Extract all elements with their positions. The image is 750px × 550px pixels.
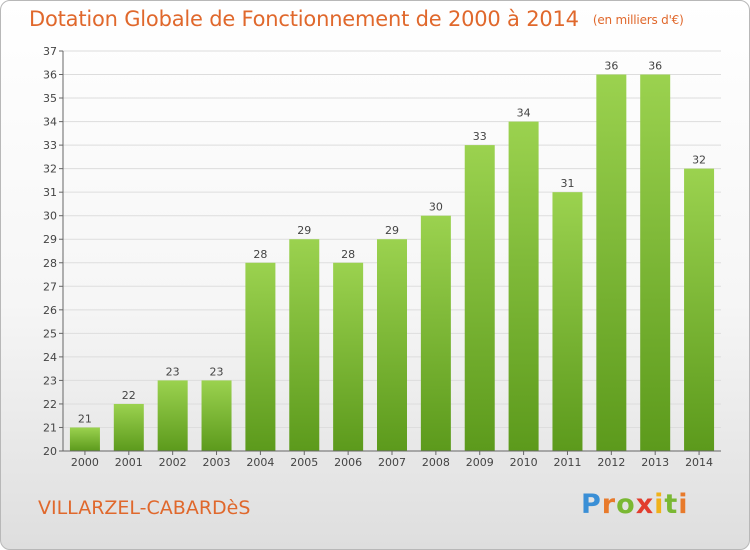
logo-letter: P	[581, 489, 602, 520]
x-tick-label-2002: 2002	[159, 456, 187, 469]
x-tick-label-2009: 2009	[466, 456, 494, 469]
logo-letter: r	[601, 489, 617, 520]
bar-2003	[201, 380, 232, 451]
y-tick-label: 22	[43, 398, 57, 411]
y-tick-label: 21	[43, 421, 57, 434]
x-tick-label-2000: 2000	[71, 456, 99, 469]
x-tick-label-2007: 2007	[378, 456, 406, 469]
data-label-2014: 32	[692, 154, 706, 167]
y-tick-label: 20	[43, 445, 57, 458]
y-tick-label: 33	[43, 139, 57, 152]
data-label-2008: 30	[429, 201, 443, 214]
y-tick-label: 28	[43, 257, 57, 270]
data-label-2007: 29	[385, 224, 399, 237]
bar-2004	[245, 262, 276, 451]
y-tick-label: 35	[43, 92, 57, 105]
x-tick-label-2008: 2008	[422, 456, 450, 469]
data-label-2011: 31	[560, 177, 574, 190]
city-name: VILLARZEL-CABARDèS	[38, 497, 251, 519]
x-tick-label-2006: 2006	[334, 456, 362, 469]
bar-2011	[552, 192, 583, 452]
logo-letter: i	[654, 489, 665, 520]
x-tick-label-2001: 2001	[115, 456, 143, 469]
bar-2000	[69, 427, 100, 451]
y-tick-label: 34	[43, 116, 57, 129]
x-tick-label-2011: 2011	[553, 456, 581, 469]
data-label-2009: 33	[473, 130, 487, 143]
logo-letter: i	[678, 489, 689, 520]
bar-2014	[684, 168, 715, 451]
bar-2001	[113, 403, 144, 451]
x-tick-label-2010: 2010	[510, 456, 538, 469]
chart-title: Dotation Globale de Fonctionnement de 20…	[29, 7, 684, 31]
proxiti-logo: Proxiti	[581, 489, 689, 520]
y-tick-label: 29	[43, 233, 57, 246]
data-label-2005: 29	[297, 224, 311, 237]
y-tick-label: 32	[43, 163, 57, 176]
logo-letter: x	[635, 489, 655, 520]
data-label-2000: 21	[78, 412, 92, 425]
data-label-2013: 36	[648, 60, 662, 73]
y-tick-label: 37	[43, 45, 57, 58]
x-tick-label-2014: 2014	[685, 456, 713, 469]
logo-letter: t	[664, 489, 679, 520]
bar-2013	[640, 74, 671, 451]
bar-2005	[289, 239, 320, 451]
y-tick-label: 25	[43, 327, 57, 340]
y-tick-label: 24	[43, 351, 57, 364]
y-tick-label: 30	[43, 210, 57, 223]
bar-2012	[596, 74, 627, 451]
x-tick-label-2004: 2004	[246, 456, 274, 469]
data-label-2012: 36	[604, 60, 618, 73]
bar-2009	[464, 145, 495, 451]
bar-2010	[508, 121, 539, 452]
bar-2002	[157, 380, 188, 451]
data-label-2010: 34	[517, 107, 531, 120]
y-tick-label: 23	[43, 374, 57, 387]
data-label-2004: 28	[253, 248, 267, 261]
data-label-2001: 22	[122, 389, 136, 402]
logo-letter: o	[616, 489, 636, 520]
y-tick-label: 31	[43, 186, 57, 199]
data-label-2002: 23	[166, 365, 180, 378]
bar-2007	[377, 239, 407, 451]
x-tick-label-2003: 2003	[203, 456, 231, 469]
data-label-2003: 23	[210, 365, 224, 378]
x-tick-label-2012: 2012	[597, 456, 625, 469]
x-tick-label-2005: 2005	[290, 456, 318, 469]
bar-2008	[420, 215, 451, 451]
data-label-2006: 28	[341, 248, 355, 261]
chart-title-text: Dotation Globale de Fonctionnement de 20…	[29, 7, 579, 31]
bar-2006	[333, 262, 364, 451]
chart-subtitle: (en milliers d'€)	[592, 13, 684, 27]
y-tick-label: 26	[43, 304, 57, 317]
x-tick-label-2013: 2013	[641, 456, 669, 469]
y-tick-label: 36	[43, 69, 57, 82]
y-tick-label: 27	[43, 280, 57, 293]
